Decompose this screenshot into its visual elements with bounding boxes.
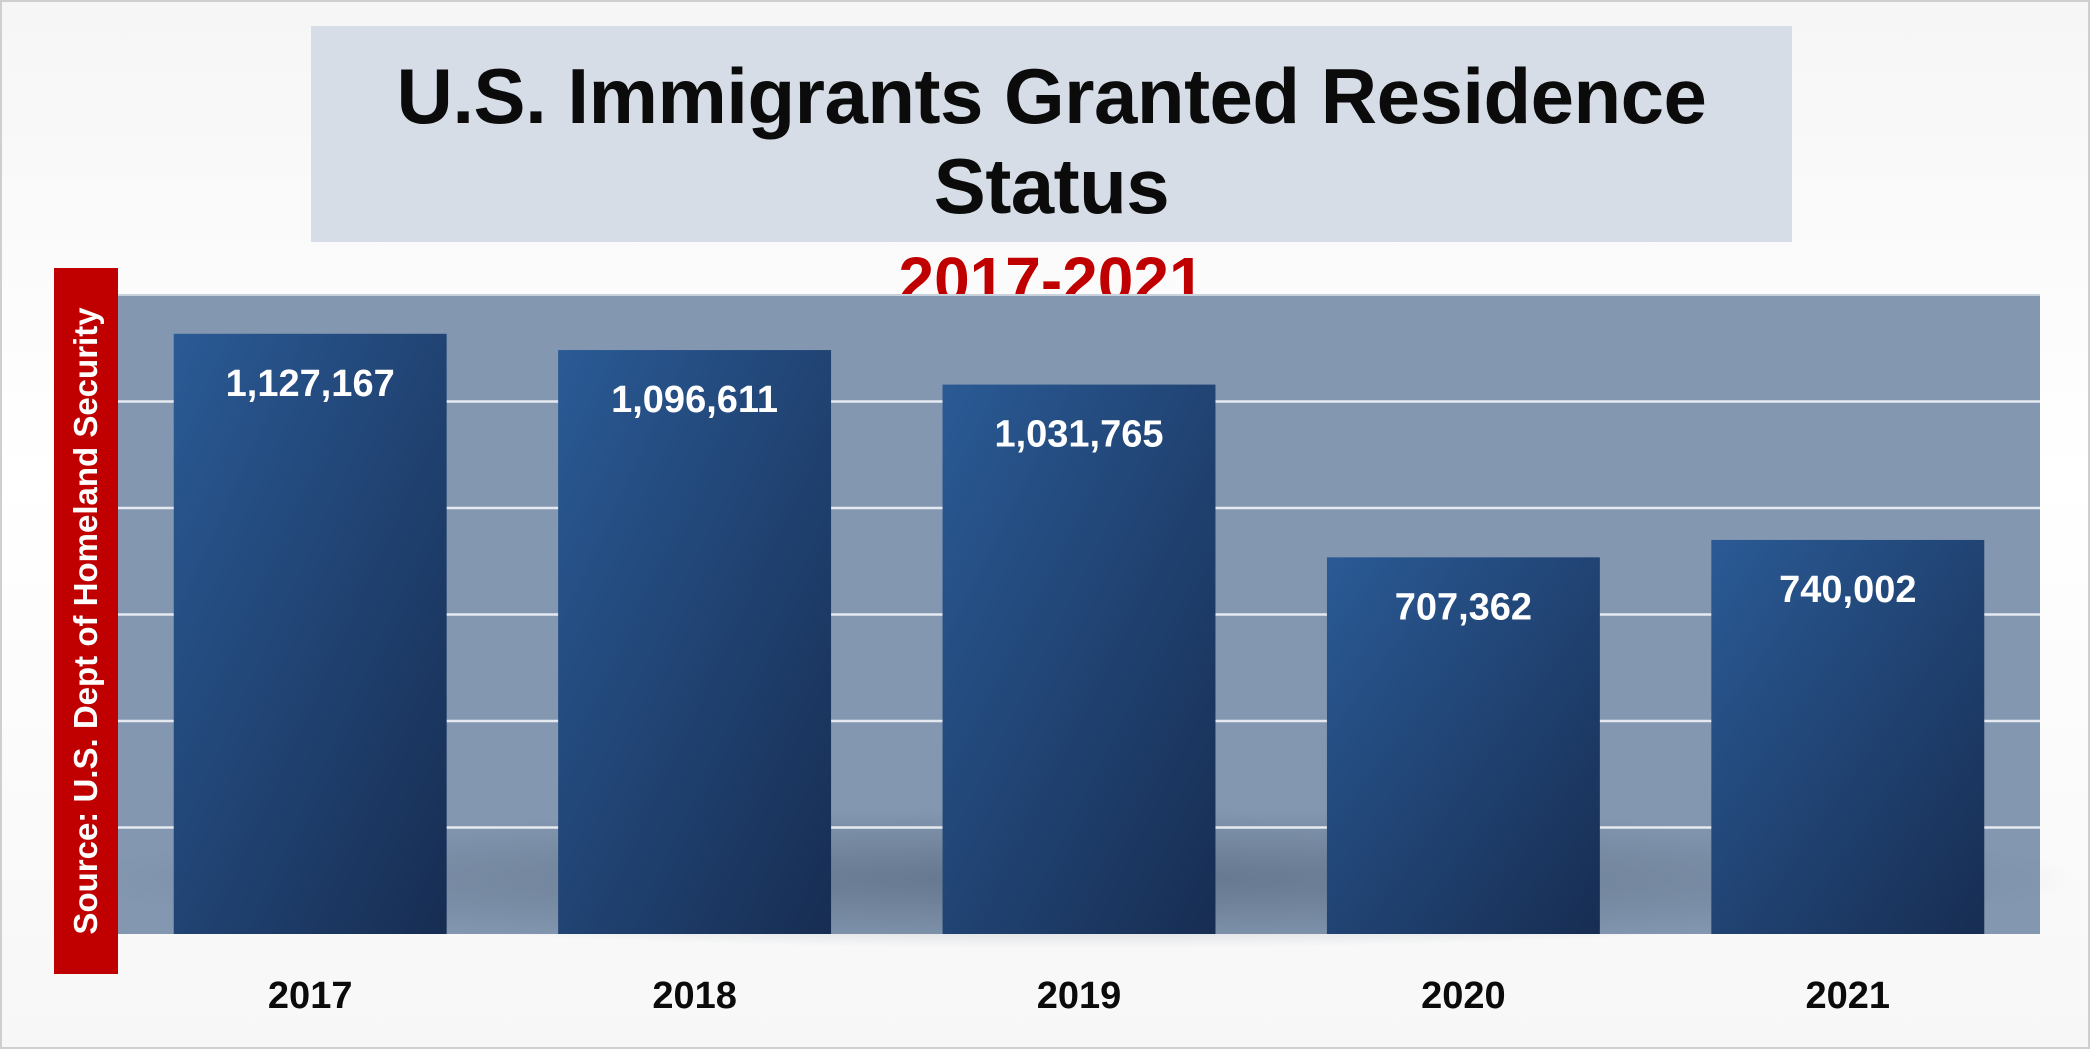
chart-title: U.S. Immigrants Granted Residence Status — [396, 52, 1707, 230]
x-tick-2020: 2020 — [1421, 975, 1506, 1017]
bar-2018 — [558, 350, 832, 934]
bars — [173, 333, 1985, 934]
bar-2017 — [173, 333, 447, 934]
x-tick-2018: 2018 — [652, 975, 737, 1017]
data-label-2018: 1,096,611 — [611, 379, 778, 421]
x-tick-2021: 2021 — [1806, 975, 1891, 1017]
data-label-2021: 740,002 — [1779, 569, 1916, 611]
data-label-2017: 1,127,167 — [226, 363, 395, 405]
x-tick-2017: 2017 — [268, 975, 353, 1017]
title-box: U.S. Immigrants Granted Residence Status… — [311, 26, 1792, 316]
bar-2021 — [1711, 539, 1985, 934]
data-label-2020: 707,362 — [1395, 586, 1532, 628]
source-box: Source: U.S. Dept of Homeland Security — [54, 268, 118, 974]
data-label-2019: 1,031,765 — [994, 414, 1163, 456]
x-tick-2019: 2019 — [1037, 975, 1122, 1017]
data-labels: 1,127,167 1,096,611 1,031,765 707,362 740,00… — [226, 363, 1917, 629]
bar-2019 — [942, 384, 1216, 934]
x-axis-ticks: 2017 2018 2019 2020 2021 — [268, 975, 1890, 1017]
bar-2020 — [1326, 557, 1600, 934]
